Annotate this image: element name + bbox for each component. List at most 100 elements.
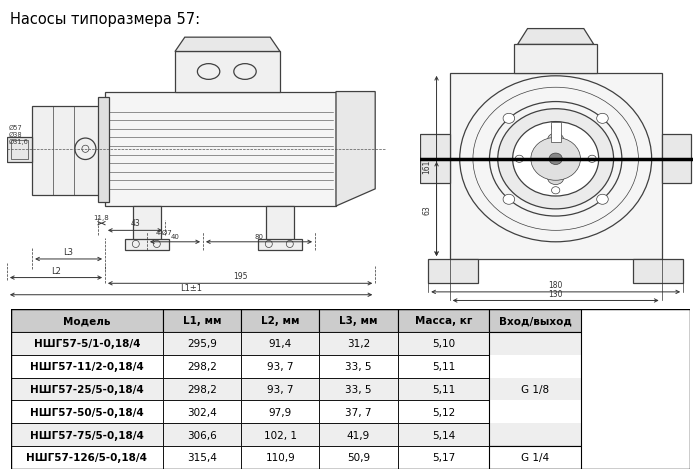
Text: Модель: Модель <box>63 316 111 326</box>
Bar <box>163 355 242 378</box>
Polygon shape <box>517 30 594 45</box>
Polygon shape <box>420 135 450 184</box>
Circle shape <box>531 138 580 181</box>
Bar <box>10 446 163 469</box>
Text: 33, 5: 33, 5 <box>345 361 372 371</box>
Bar <box>32 107 105 195</box>
Bar <box>163 446 242 469</box>
Bar <box>398 400 489 423</box>
Bar <box>489 423 581 446</box>
Text: 295,9: 295,9 <box>188 338 217 348</box>
Bar <box>398 423 489 446</box>
Bar <box>163 400 242 423</box>
Bar <box>319 355 398 378</box>
Bar <box>514 45 597 74</box>
Circle shape <box>512 122 598 197</box>
Text: 5,11: 5,11 <box>432 361 455 371</box>
Bar <box>489 400 581 423</box>
Text: 298,2: 298,2 <box>188 361 217 371</box>
Text: 91,4: 91,4 <box>269 338 292 348</box>
Bar <box>10 309 163 332</box>
Bar <box>10 378 163 400</box>
Text: 5,10: 5,10 <box>432 338 455 348</box>
Bar <box>319 423 398 446</box>
Bar <box>241 400 319 423</box>
Bar <box>133 207 161 241</box>
Text: G 1/8: G 1/8 <box>521 384 549 394</box>
Bar <box>319 309 398 332</box>
Circle shape <box>503 114 514 124</box>
Text: 97,9: 97,9 <box>269 407 292 417</box>
Text: 63: 63 <box>423 205 432 214</box>
Bar <box>266 207 294 241</box>
Circle shape <box>549 154 562 165</box>
Text: 93, 7: 93, 7 <box>267 361 294 371</box>
Polygon shape <box>175 38 280 52</box>
Text: Вход/выход: Вход/выход <box>498 316 571 326</box>
Text: 161: 161 <box>423 159 432 174</box>
Text: НШГ57-75/5-0,18/4: НШГ57-75/5-0,18/4 <box>30 430 143 440</box>
Text: Ø31,6: Ø31,6 <box>8 139 28 145</box>
Circle shape <box>596 114 608 124</box>
Text: 5,14: 5,14 <box>432 430 455 440</box>
Text: 298,2: 298,2 <box>188 384 217 394</box>
Text: L1±1: L1±1 <box>180 283 202 292</box>
Bar <box>11 141 28 159</box>
Text: 5,11: 5,11 <box>432 384 455 394</box>
Text: НШГ57-50/5-0,18/4: НШГ57-50/5-0,18/4 <box>30 407 143 417</box>
Text: 33, 5: 33, 5 <box>345 384 372 394</box>
Bar <box>319 332 398 355</box>
Text: 180: 180 <box>549 280 563 289</box>
Circle shape <box>498 109 614 209</box>
Text: 43: 43 <box>130 219 140 228</box>
Text: L2, мм: L2, мм <box>261 316 300 326</box>
Bar <box>241 355 319 378</box>
Bar <box>175 52 280 92</box>
Bar <box>163 309 242 332</box>
Bar <box>319 400 398 423</box>
Bar <box>163 423 242 446</box>
Text: L1, мм: L1, мм <box>183 316 222 326</box>
Bar <box>241 446 319 469</box>
Polygon shape <box>336 92 375 207</box>
Bar <box>489 446 581 469</box>
Text: НШГ57-25/5-0,18/4: НШГ57-25/5-0,18/4 <box>30 384 143 394</box>
Bar <box>10 423 163 446</box>
Text: Масса, кг: Масса, кг <box>414 316 472 326</box>
Text: 315,4: 315,4 <box>188 453 217 463</box>
Text: 31,2: 31,2 <box>347 338 370 348</box>
Text: L3, мм: L3, мм <box>340 316 378 326</box>
Text: Ø57: Ø57 <box>8 125 22 131</box>
Bar <box>489 378 581 400</box>
Bar <box>163 378 242 400</box>
Bar <box>241 309 319 332</box>
Text: 4-Ø7: 4-Ø7 <box>155 229 172 236</box>
Circle shape <box>503 195 514 205</box>
Polygon shape <box>634 259 683 284</box>
Text: 40: 40 <box>171 233 179 239</box>
Text: 93, 7: 93, 7 <box>267 384 294 394</box>
Text: 5,17: 5,17 <box>432 453 455 463</box>
Circle shape <box>588 156 596 163</box>
Text: 11,8: 11,8 <box>94 215 109 221</box>
Text: 80: 80 <box>255 233 263 239</box>
Text: L2: L2 <box>51 266 61 275</box>
Bar <box>241 332 319 355</box>
Text: G 1/4: G 1/4 <box>521 453 549 463</box>
Circle shape <box>547 134 564 148</box>
Text: 5,12: 5,12 <box>432 407 455 417</box>
Bar <box>105 92 336 207</box>
Bar <box>398 355 489 378</box>
Bar <box>319 446 398 469</box>
Text: 102, 1: 102, 1 <box>264 430 297 440</box>
Bar <box>319 378 398 400</box>
Bar <box>398 378 489 400</box>
Bar <box>398 332 489 355</box>
Bar <box>7 138 32 162</box>
Circle shape <box>552 188 560 195</box>
Text: 302,4: 302,4 <box>188 407 217 417</box>
Bar <box>489 355 581 378</box>
Text: 195: 195 <box>233 272 247 281</box>
Bar <box>241 423 319 446</box>
Bar <box>163 332 242 355</box>
